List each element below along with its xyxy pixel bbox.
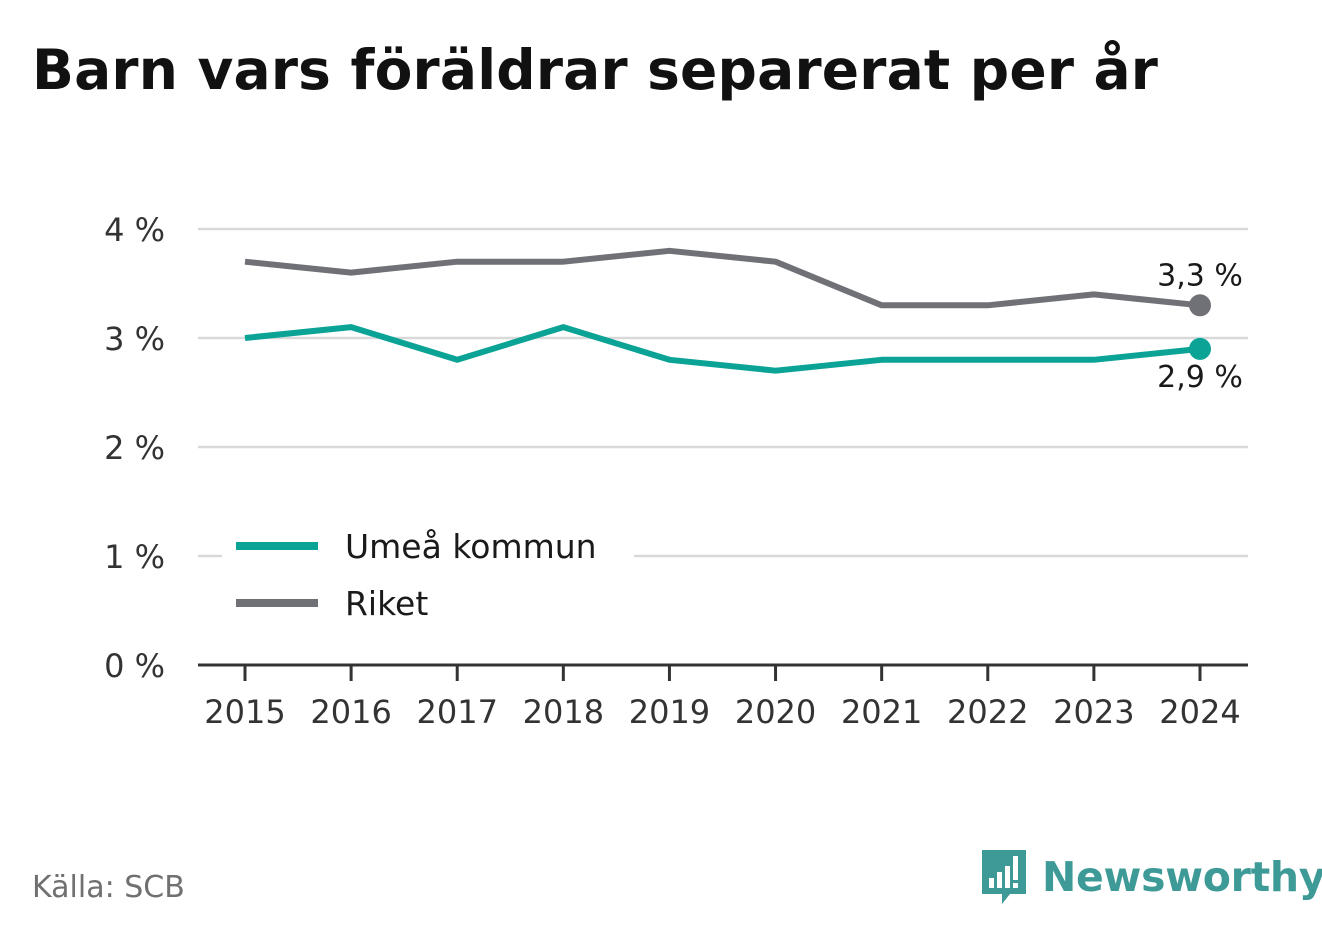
series-lines [244, 247, 1211, 374]
newsworthy-logo-icon [982, 850, 1026, 904]
gridlines [198, 227, 1248, 558]
end-value-label: 3,3 % [1157, 258, 1243, 293]
series-line [244, 324, 1201, 374]
chart-title: Barn vars föräldrar separerat per år [32, 38, 1159, 102]
y-tick-label: 1 % [104, 538, 165, 576]
series-end-marker [1189, 294, 1211, 317]
x-axis: 2015 2016 2017 2018 2019 2020 2021 2022 2023 2024 [198, 663, 1248, 731]
legend-label: Umeå kommun [345, 527, 597, 566]
y-tick-label: 4 % [104, 211, 165, 249]
brand-logo: Newsworthy [980, 848, 1322, 906]
y-tick-label: 3 % [104, 320, 165, 358]
y-tick-labels: 0 % 1 % 2 % 3 % 4 % [104, 211, 165, 685]
x-tick-label: 2021 [841, 693, 922, 731]
series-line [244, 247, 1201, 309]
x-tick-label: 2016 [310, 693, 391, 731]
end-labels: 3,3 % 2,9 % [1157, 258, 1243, 395]
legend-background [222, 520, 634, 630]
source-note: Källa: SCB [32, 870, 185, 905]
x-tick-label: 2019 [629, 693, 710, 731]
x-tick-label: 2017 [417, 693, 498, 731]
x-tick-label: 2020 [735, 693, 816, 731]
end-value-label: 2,9 % [1157, 360, 1243, 395]
x-tick-label: 2015 [204, 693, 285, 731]
legend: Umeå kommun Riket [222, 520, 634, 630]
x-tick-label: 2022 [947, 693, 1028, 731]
legend-label: Riket [345, 584, 428, 623]
x-tick-label: 2023 [1053, 693, 1134, 731]
x-tick-label: 2024 [1159, 693, 1240, 731]
y-tick-label: 2 % [104, 429, 165, 467]
x-tick-label: 2018 [523, 693, 604, 731]
brand-name: Newsworthy [1042, 853, 1322, 901]
y-tick-label: 0 % [104, 647, 165, 685]
series-end-marker [1189, 337, 1211, 360]
